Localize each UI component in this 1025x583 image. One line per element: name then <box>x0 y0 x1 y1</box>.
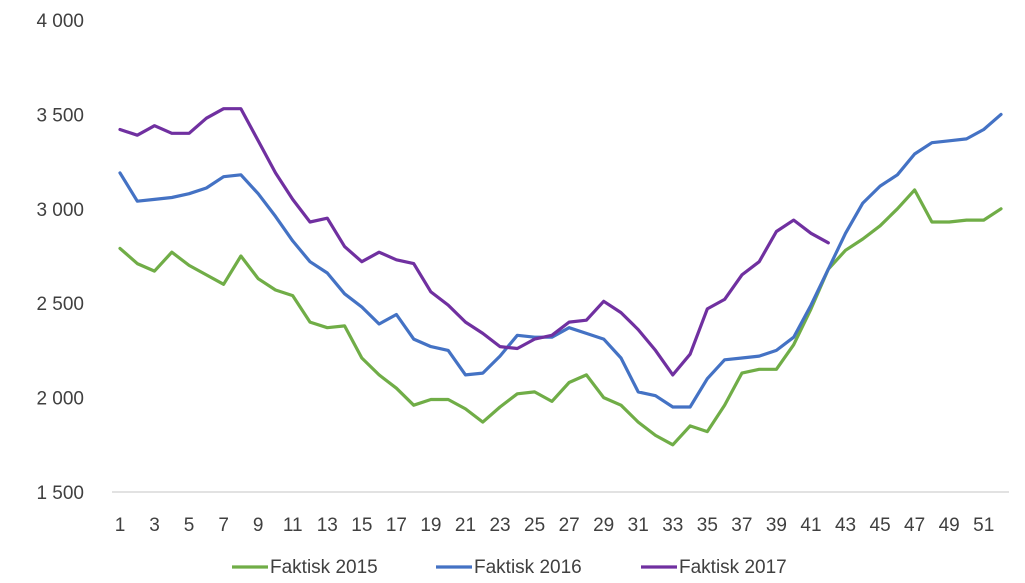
y-tick-label: 2 500 <box>36 294 84 315</box>
x-tick-label: 7 <box>218 515 229 536</box>
x-tick-label: 51 <box>973 515 994 536</box>
legend: Faktisk 2015 Faktisk 2016 Faktisk 2017 <box>232 557 787 578</box>
x-tick-label: 45 <box>870 515 891 536</box>
x-tick-label: 15 <box>351 515 372 536</box>
x-tick-label: 27 <box>559 515 580 536</box>
legend-label: Faktisk 2015 <box>270 557 378 578</box>
y-tick-label: 2 000 <box>36 389 84 410</box>
x-tick-label: 33 <box>662 515 683 536</box>
y-tick-label: 3 000 <box>36 200 84 221</box>
x-tick-label: 49 <box>939 515 960 536</box>
x-tick-label: 41 <box>800 515 821 536</box>
x-tick-label: 29 <box>593 515 614 536</box>
y-tick-label: 1 500 <box>36 483 84 504</box>
y-tick-label: 3 500 <box>36 105 84 126</box>
x-tick-label: 19 <box>420 515 441 536</box>
x-tick-label: 43 <box>835 515 856 536</box>
x-tick-label: 13 <box>317 515 338 536</box>
x-tick-label: 1 <box>115 515 126 536</box>
x-tick-label: 39 <box>766 515 787 536</box>
x-tick-label: 5 <box>184 515 195 536</box>
x-tick-label: 11 <box>283 515 303 536</box>
x-tick-label: 9 <box>253 515 264 536</box>
x-tick-label: 35 <box>697 515 718 536</box>
x-tick-label: 23 <box>489 515 510 536</box>
series-line-3 <box>118 107 830 377</box>
series-line-2 <box>118 112 1003 409</box>
x-tick-label: 31 <box>628 515 649 536</box>
legend-label: Faktisk 2017 <box>679 557 787 578</box>
x-tick-label: 47 <box>904 515 925 536</box>
x-tick-label: 25 <box>524 515 545 536</box>
y-tick-label: 4 000 <box>36 11 84 32</box>
x-tick-label: 21 <box>455 515 476 536</box>
series-line-1 <box>118 188 1003 447</box>
series-layer <box>118 107 1003 447</box>
x-tick-label: 37 <box>731 515 752 536</box>
x-tick-label: 3 <box>149 515 160 536</box>
x-tick-label: 17 <box>386 515 407 536</box>
legend-label: Faktisk 2016 <box>474 557 582 578</box>
